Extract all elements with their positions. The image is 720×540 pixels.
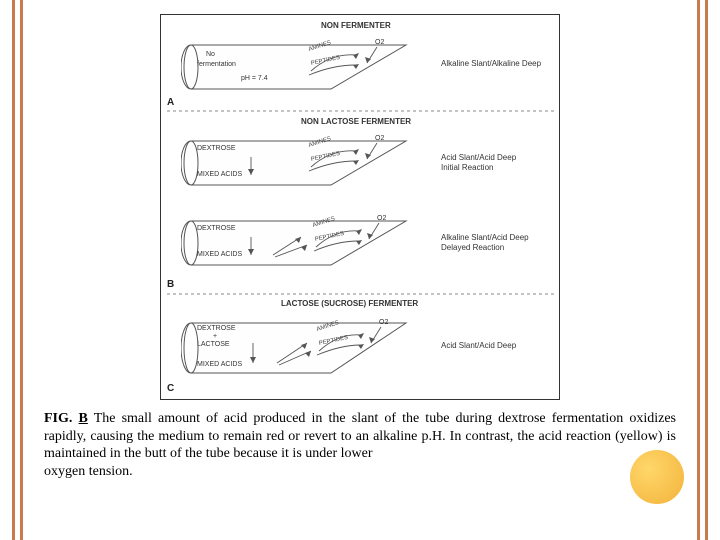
- panel-b1-o2: O2: [375, 135, 384, 143]
- panel-a-ferm: fermentation: [197, 61, 236, 69]
- panel-c-letter: C: [167, 383, 174, 394]
- caption-fig: FIG.: [44, 411, 72, 426]
- panel-a-letter: A: [167, 97, 174, 108]
- panel-c-mixed: MIXED ACIDS: [197, 361, 242, 369]
- panel-b2-o2: O2: [377, 215, 386, 223]
- panel-b-result1a: Acid Slant/Acid Deep: [441, 153, 516, 162]
- figure-panel-container: NON FERMENTER No fermentation pH = 7.4 A…: [160, 14, 560, 400]
- panel-b-title: NON LACTOSE FERMENTER: [301, 117, 411, 126]
- caption-letter: B: [79, 411, 88, 426]
- right-stripe-2: [697, 0, 700, 540]
- panel-b2-dextrose: DEXTROSE: [197, 225, 236, 233]
- panel-a-result: Alkaline Slant/Alkaline Deep: [441, 59, 541, 68]
- panel-c-lactose: LACTOSE: [197, 341, 230, 349]
- panel-b1-mixed: MIXED ACIDS: [197, 171, 242, 179]
- left-stripe-2: [20, 0, 23, 540]
- panel-c-plus: +: [213, 333, 217, 341]
- panel-b-result2b: Delayed Reaction: [441, 243, 504, 252]
- caption-lastline: oxygen tension.: [44, 464, 133, 479]
- divider-a: [161, 110, 561, 112]
- panel-c-o2: O2: [379, 319, 388, 327]
- figure-caption: FIG. B The small amount of acid produced…: [44, 410, 676, 480]
- left-stripe-1: [12, 0, 15, 540]
- panel-c-dextrose: DEXTROSE: [197, 325, 236, 333]
- panel-a-title: NON FERMENTER: [321, 21, 391, 30]
- caption-body: The small amount of acid produced in the…: [44, 411, 676, 461]
- panel-b-result1b: Initial Reaction: [441, 163, 493, 172]
- panel-a-no: No: [206, 51, 215, 59]
- panel-b-letter: B: [167, 279, 174, 290]
- divider-b: [161, 293, 561, 295]
- panel-a-ph: pH = 7.4: [241, 75, 268, 83]
- panel-a-o2: O2: [375, 39, 384, 47]
- panel-b-result2a: Alkaline Slant/Acid Deep: [441, 233, 529, 242]
- panel-b1-dextrose: DEXTROSE: [197, 145, 236, 153]
- panel-b2-mixed: MIXED ACIDS: [197, 251, 242, 259]
- panel-c-result: Acid Slant/Acid Deep: [441, 341, 516, 350]
- panel-c-title: LACTOSE (SUCROSE) FERMENTER: [281, 299, 418, 308]
- right-stripe-1: [705, 0, 708, 540]
